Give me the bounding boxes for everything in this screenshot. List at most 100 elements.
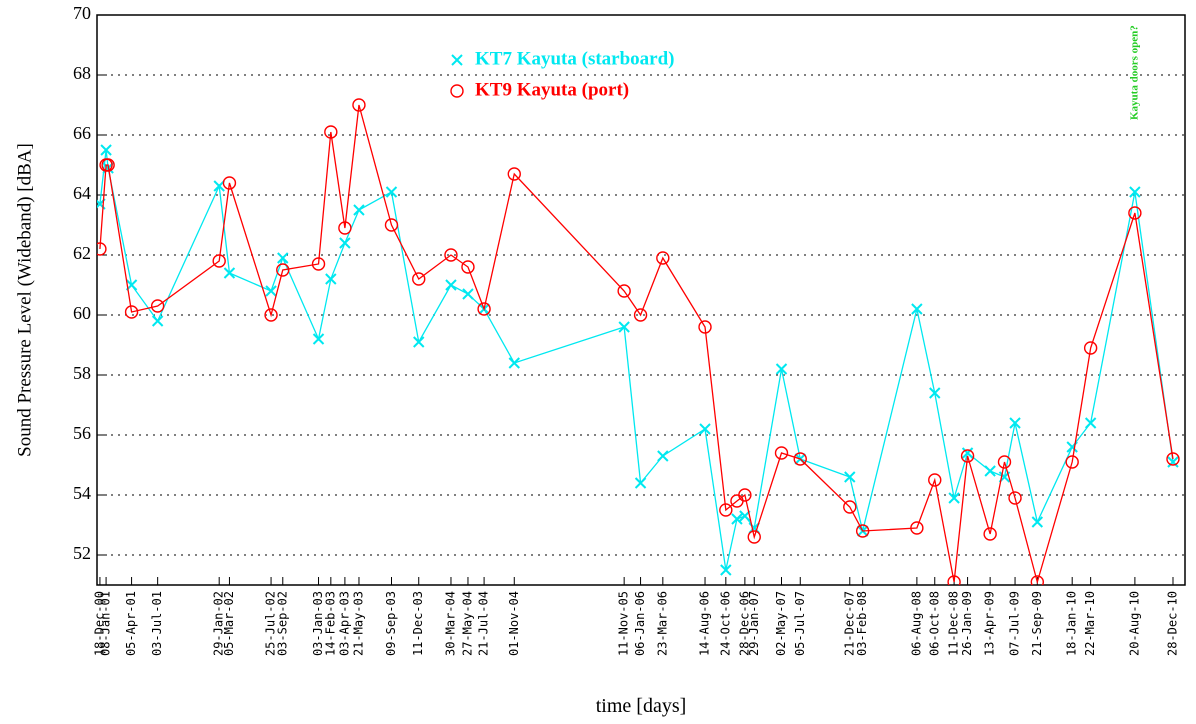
- y-tick-label: 66: [73, 123, 91, 143]
- marker-cross: [1031, 516, 1044, 528]
- series-line: [99, 149, 1174, 571]
- x-tick-label: 06-Aug-08: [909, 591, 923, 656]
- x-tick-label: 05-Mar-02: [222, 591, 236, 656]
- x-tick-label: 05-Apr-01: [124, 591, 138, 656]
- marker-circle: [960, 449, 975, 463]
- marker-circle: [774, 446, 789, 460]
- marker-circle: [1128, 206, 1142, 220]
- x-tick-label: 03-Apr-03: [337, 591, 351, 656]
- x-tick-label: 24-Oct-06: [718, 591, 732, 656]
- marker-cross: [223, 267, 236, 279]
- x-tick-label: 03-Feb-08: [855, 591, 869, 656]
- marker-cross: [508, 357, 520, 369]
- x-tick-label: 02-May-07: [774, 591, 788, 656]
- x-tick-label: 21-Dec-07: [842, 591, 856, 656]
- marker-circle: [1008, 491, 1022, 505]
- marker-cross: [413, 336, 425, 348]
- series-line: [99, 104, 1174, 585]
- marker-cross: [312, 333, 325, 345]
- marker-cross: [720, 564, 732, 576]
- x-tick-label: 29-Jan-02: [212, 591, 226, 656]
- x-tick-label: 29-Jan-07: [747, 591, 761, 656]
- annotation: Kayuta doors open?: [1128, 25, 1140, 120]
- marker-circle: [384, 218, 399, 232]
- marker-circle: [338, 221, 352, 235]
- marker-cross: [618, 321, 630, 333]
- marker-cross: [1084, 417, 1097, 429]
- marker-circle: [747, 530, 761, 544]
- marker-cross: [445, 279, 457, 291]
- marker-circle: [461, 260, 475, 274]
- x-tick-label: 18-Jan-10: [1065, 591, 1079, 656]
- marker-cross: [385, 186, 398, 198]
- x-tick-label: 05-Jul-07: [793, 591, 807, 656]
- x-tick-label: 06-Oct-08: [927, 591, 941, 656]
- x-tick-label: 03-Sep-02: [275, 591, 289, 656]
- marker-circle: [97, 242, 107, 256]
- marker-circle: [311, 257, 326, 271]
- x-tick-label: 27-May-04: [460, 591, 474, 656]
- marker-circle: [947, 575, 961, 585]
- marker-circle: [997, 455, 1012, 469]
- y-tick-label: 52: [73, 543, 91, 563]
- y-tick-label: 54: [73, 483, 91, 503]
- x-tick-label: 06-Jan-06: [633, 591, 647, 656]
- marker-circle: [444, 248, 458, 262]
- marker-cross: [1129, 186, 1141, 198]
- marker-cross: [1167, 456, 1179, 468]
- x-tick-label: 28-Dec-10: [1165, 591, 1179, 656]
- marker-cross: [948, 492, 960, 504]
- marker-circle: [617, 284, 631, 298]
- marker-circle: [738, 488, 752, 502]
- x-tick-label: 08-Jan-01: [99, 591, 113, 656]
- x-tick-label: 09-Sep-03: [384, 591, 398, 656]
- y-tick-label: 56: [73, 423, 91, 443]
- y-tick-label: 68: [73, 63, 91, 83]
- marker-circle: [1030, 575, 1045, 585]
- marker-circle: [212, 254, 226, 268]
- marker-cross: [265, 285, 277, 297]
- marker-circle: [793, 452, 807, 466]
- marker-cross: [775, 363, 788, 375]
- plot-area: [97, 98, 1180, 585]
- marker-cross: [731, 513, 743, 525]
- y-tick-label: 70: [73, 3, 91, 23]
- x-tick-label: 21-May-03: [351, 591, 365, 656]
- marker-cross: [984, 465, 996, 477]
- marker-cross: [699, 423, 711, 435]
- x-tick-label: 20-Aug-10: [1127, 591, 1141, 656]
- x-tick-label: 13-Apr-09: [983, 591, 997, 656]
- marker-circle: [124, 305, 139, 319]
- x-tick-label: 11-Nov-05: [617, 591, 631, 656]
- y-tick-label: 60: [73, 303, 91, 323]
- y-tick-label: 64: [73, 183, 91, 203]
- legend-label: KT9 Kayuta (port): [475, 79, 629, 100]
- x-tick-label: 22-Mar-10: [1083, 591, 1097, 656]
- marker-cross: [325, 273, 337, 285]
- x-tick-label: 03-Jul-01: [150, 591, 164, 656]
- x-tick-label: 28-Dec-06: [737, 591, 751, 656]
- x-tick-label: 14-Aug-06: [698, 591, 712, 656]
- marker-circle: [928, 473, 942, 487]
- marker-cross: [657, 450, 669, 462]
- marker-circle: [1065, 455, 1079, 469]
- marker-cross: [844, 471, 856, 483]
- x-tick-label: 11-Dec-08: [947, 591, 961, 656]
- marker-circle: [477, 302, 491, 316]
- x-tick-label: 01-Nov-04: [507, 591, 521, 656]
- marker-cross: [151, 315, 164, 327]
- marker-circle: [843, 500, 857, 514]
- x-tick-label: 21-Sep-09: [1030, 591, 1044, 656]
- marker-circle: [910, 521, 924, 535]
- marker-cross: [1009, 417, 1021, 429]
- marker-circle: [352, 98, 366, 112]
- marker-circle: [101, 158, 115, 172]
- marker-circle: [1083, 341, 1098, 355]
- marker-circle: [222, 176, 237, 190]
- x-axis-label: time [days]: [596, 695, 687, 717]
- marker-cross: [929, 387, 941, 399]
- marker-circle: [855, 524, 870, 538]
- legend-marker: [451, 54, 463, 66]
- marker-cross: [353, 204, 365, 216]
